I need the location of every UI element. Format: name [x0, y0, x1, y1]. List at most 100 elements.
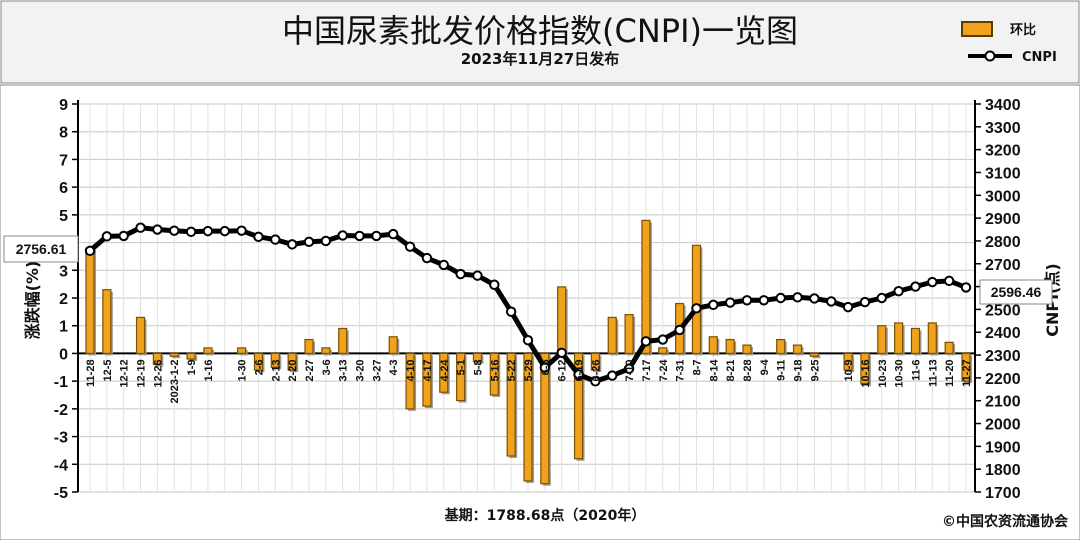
x-tick-label: 5-8	[472, 359, 484, 375]
bar-mark	[927, 322, 937, 355]
bar-mark	[270, 352, 280, 368]
x-tick-label: 8-14	[708, 359, 720, 382]
cnpi-point	[539, 362, 551, 373]
cnpi-point	[455, 268, 466, 280]
cnpi-point	[724, 297, 736, 308]
x-tick-label: 2023-1-2	[169, 359, 181, 403]
right-tick-label: 3300	[985, 120, 1021, 137]
callout-end: 2596.46	[979, 279, 1053, 305]
x-tick-label: 7-24	[658, 359, 670, 382]
x-tick-label: 3-6	[321, 359, 333, 375]
right-tick-label: 1700	[985, 485, 1021, 502]
bar-shadow	[812, 355, 821, 359]
bar-mark	[792, 344, 803, 355]
x-tick-label: 1-9	[186, 359, 198, 375]
bar-mark	[203, 347, 213, 355]
right-tick-label: 2100	[985, 394, 1021, 411]
right-tick-label: 2500	[985, 302, 1021, 319]
cnpi-point	[607, 370, 618, 381]
right-tick-label: 1800	[985, 462, 1021, 479]
cnpi-point	[691, 303, 702, 314]
bar-mark	[809, 352, 819, 357]
cnpi-point	[388, 228, 399, 240]
cnpi-point	[219, 225, 230, 237]
cnpi-point	[169, 225, 180, 236]
callout-start: 2756.61	[3, 235, 79, 263]
bar-mark	[439, 352, 449, 393]
bar-mark	[540, 352, 550, 485]
copyright-note: ©中国农资流通协会	[942, 513, 1069, 530]
legend-line-marker	[984, 50, 996, 62]
bar-mark	[944, 341, 954, 355]
cnpi-point	[270, 234, 281, 245]
cnpi-point	[741, 295, 753, 306]
x-tick-label: 8-21	[725, 359, 737, 381]
legend-label-line: CNPI	[1022, 50, 1057, 65]
x-tick-label: 2-27	[304, 359, 316, 381]
bar-mark	[624, 314, 634, 355]
left-tick-label: -1	[54, 374, 68, 391]
cnpi-point	[135, 222, 146, 233]
cnpi-point	[708, 299, 719, 311]
bar-mark	[388, 336, 398, 355]
x-tick-label: 12-12	[119, 359, 131, 387]
cnpi-point	[775, 292, 786, 304]
cnpi-point	[404, 241, 416, 252]
x-tick-label: 5-1	[456, 359, 468, 375]
legend-label-bar: 环比	[1010, 22, 1036, 38]
plot-frame	[0, 84, 1080, 540]
bar-mark	[456, 352, 466, 402]
x-tick-label: 11-13	[927, 359, 939, 387]
cnpi-point	[371, 230, 382, 242]
cnpi-point	[674, 324, 685, 336]
cnpi-point	[286, 239, 298, 250]
bar-mark	[573, 352, 584, 460]
x-tick-label: 6-5	[540, 359, 552, 375]
x-tick-label: 4-24	[439, 359, 451, 382]
bar-mark	[253, 352, 264, 371]
left-tick-label: 5	[59, 208, 68, 225]
bar-mark	[321, 347, 331, 355]
x-tick-label: 12-26	[152, 359, 164, 387]
x-tick-label: 5-29	[523, 359, 535, 381]
cnpi-point	[489, 279, 500, 290]
x-tick-label: 7-17	[641, 359, 653, 381]
cnpi-point	[236, 225, 247, 236]
cnpi-point	[202, 225, 214, 237]
x-tick-label: 9-25	[809, 359, 821, 381]
x-tick-label: 4-3	[388, 359, 400, 375]
cnpi-point	[758, 295, 770, 306]
bar-mark	[961, 352, 971, 382]
x-tick-label: 7-31	[675, 359, 687, 381]
bar-mark	[860, 352, 870, 385]
xtick-layer: 11-28 12-5 12-12 12-19 12-26 2023-1-2 1-9 1-16 1…	[85, 359, 973, 404]
left-tick-label: 0	[59, 346, 68, 363]
cnpi-point	[792, 292, 803, 303]
x-tick-label: 4-10	[405, 359, 417, 381]
x-tick-label: 3-13	[338, 359, 350, 381]
x-tick-label: 1-16	[203, 359, 215, 381]
x-tick-label: 8-28	[742, 359, 754, 381]
right-tick-label: 2800	[985, 234, 1021, 251]
cnpi-point	[910, 281, 921, 292]
cnpi-point	[101, 231, 113, 242]
x-tick-label: 12-19	[136, 359, 148, 387]
cnpi-point	[152, 224, 163, 235]
right-tick-label: 2200	[985, 371, 1021, 388]
bar-mark	[405, 352, 415, 410]
bar-mark	[135, 316, 146, 355]
cnpi-point	[438, 259, 449, 271]
cnpi-point	[943, 275, 955, 287]
cnpi-point	[809, 293, 820, 304]
bar-mark	[338, 327, 348, 355]
callout-start-text: 2756.61	[16, 241, 67, 257]
cnpi-point	[623, 363, 635, 374]
bar-mark	[910, 327, 921, 355]
bar-mark	[742, 344, 752, 355]
left-axis-label: 涨跌幅(%)	[23, 261, 42, 340]
right-tick-label: 3100	[985, 165, 1021, 182]
x-tick-label: 12-5	[102, 359, 114, 381]
left-tick-label: -2	[54, 402, 68, 419]
